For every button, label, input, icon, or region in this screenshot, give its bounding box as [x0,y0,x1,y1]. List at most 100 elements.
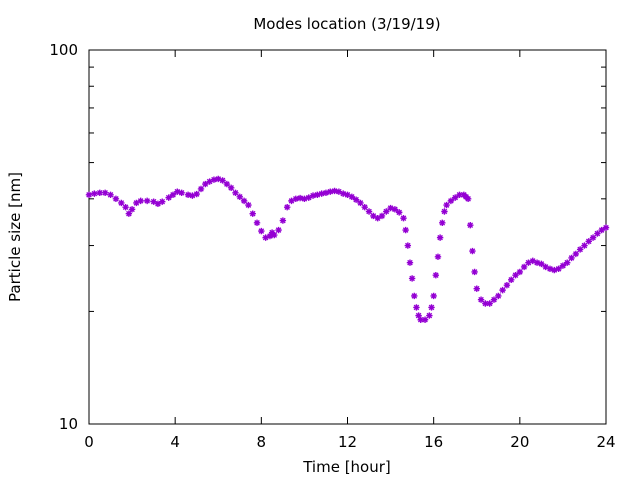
data-point [443,201,450,209]
data-point [411,292,418,300]
data-point [118,199,125,207]
data-point [471,268,478,276]
data-point [262,234,269,241]
y-tick-label: 10 [59,415,78,433]
data-point [572,250,580,258]
data-point [477,296,485,303]
data-point [512,271,519,279]
data-point [258,227,265,235]
x-tick-label: 16 [424,433,443,451]
data-point [327,188,334,195]
data-point [602,224,610,231]
y-tick-label: 100 [49,41,78,59]
data-point [594,230,601,237]
data-point [490,296,498,303]
data-point [165,194,172,201]
data-point [559,262,567,269]
data-point [406,259,414,266]
data-point [396,209,403,216]
data-point [296,194,304,202]
data-point [268,229,276,236]
data-point [133,199,140,207]
data-point [189,192,196,199]
data-point [551,266,558,274]
plot-frame [88,49,607,425]
data-point [174,188,181,195]
data-point [486,300,493,307]
data-point [309,192,317,199]
data-point [193,190,200,198]
data-point [432,271,440,279]
data-point [240,197,248,205]
data-point [184,191,192,199]
data-point [529,257,536,265]
data-point [91,190,98,197]
data-point [555,265,562,272]
data-point [464,195,472,203]
data-point [335,188,343,195]
data-point [122,203,129,211]
data-point [415,312,422,319]
data-point [232,189,239,197]
data-point [339,190,347,197]
data-point [154,200,162,207]
data-point [370,212,377,220]
data-point [520,263,528,271]
data-point [400,215,407,222]
data-point [456,191,463,199]
x-tick-label: 12 [338,433,357,451]
data-point [482,300,489,307]
data-point [495,292,502,300]
x-tick-label: 4 [170,433,180,451]
data-point [318,190,325,197]
data-point [143,197,151,205]
data-point [598,226,605,234]
data-point [223,180,231,188]
x-tick-label: 24 [596,433,615,451]
data-point [447,197,455,205]
y-axis: 10 100 [49,41,606,433]
data-point [434,253,442,260]
data-point [112,195,120,203]
x-tick-label: 0 [84,433,94,451]
data-point [275,226,282,234]
data-point [236,193,243,201]
data-point [467,222,474,229]
data-point [452,194,459,201]
data-point [533,259,541,266]
data-point [245,201,252,209]
data-point [169,191,177,199]
data-point [374,215,381,222]
chart-title: Modes location (3/19/19) [253,15,440,33]
data-point [279,217,287,224]
data-point [125,210,133,217]
data-point [581,242,588,249]
data-point [439,219,446,227]
data-point [352,196,360,203]
data-point [564,259,571,266]
data-point [417,316,424,323]
data-point [365,208,373,215]
data-point [96,189,103,197]
data-point [271,231,278,239]
data-point [107,191,114,199]
data-point [219,177,226,184]
data-point [430,292,437,300]
data-point [516,268,524,276]
data-point [137,197,144,205]
x-tick-label: 20 [510,433,529,451]
data-point [85,191,93,199]
data-point [249,210,256,217]
data-point [101,189,109,197]
data-point [159,198,166,205]
data-point [525,259,532,266]
data-point [383,208,390,215]
data-point [215,175,222,183]
data-point [542,263,549,271]
data-point [421,316,429,323]
data-point [292,195,299,203]
data-point [589,234,597,241]
data-point [387,204,394,212]
data-point [469,247,476,255]
data-point [408,275,416,282]
